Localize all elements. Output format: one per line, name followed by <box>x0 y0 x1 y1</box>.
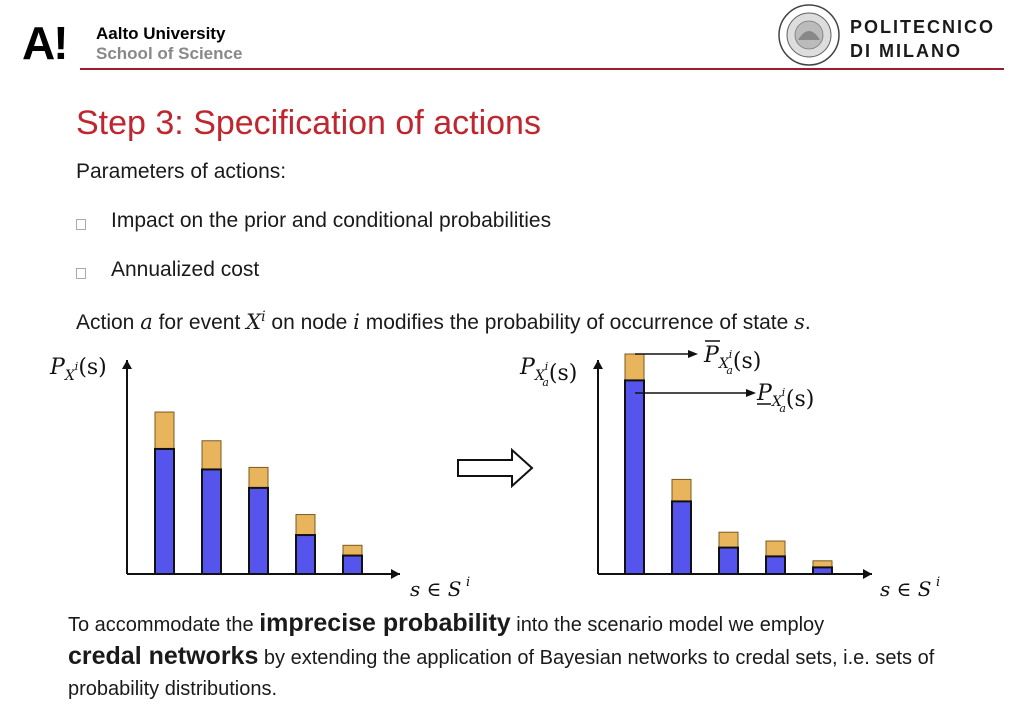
polimi-seal-logo <box>778 4 840 66</box>
x-axis-label: s ∈ S <box>880 577 931 601</box>
conclusion-paragraph: To accommodate the imprecise probability… <box>68 609 935 700</box>
bar-lower-probability <box>295 534 316 575</box>
bar-upper-interval <box>624 353 645 381</box>
chart-action: PXi a(s) s ∈ S i PXi a(s) PXi a(s) <box>519 340 940 601</box>
bar-upper-interval <box>718 531 739 549</box>
bar-upper-interval <box>295 514 316 536</box>
slide-subtitle: Parameters of actions: <box>76 160 287 183</box>
x-axis-label-superscript: i <box>466 575 470 590</box>
bar-upper-interval <box>201 440 222 470</box>
bullet-marker <box>76 268 86 279</box>
y-axis-label: PXi a(s) <box>519 355 577 389</box>
bar-lower-probability <box>154 447 175 576</box>
upper-arrowhead-icon <box>688 350 698 358</box>
polimi-name-line2: DI MILANO <box>850 41 962 61</box>
action-description: Action a for event Xi on node i modifies… <box>76 309 811 334</box>
bar-upper-interval <box>248 466 269 489</box>
bar-lower-probability <box>248 486 269 575</box>
aalto-logo: A! <box>22 17 69 69</box>
aalto-university-name: Aalto University <box>96 24 226 43</box>
y-axis-label: PXi(s) <box>49 355 107 384</box>
upper-bound-label: PXi a(s) <box>703 343 761 377</box>
bullet-item-cost: Annualized cost <box>111 258 260 281</box>
lower-arrowhead-icon <box>746 389 756 397</box>
x-axis-label: s ∈ S <box>410 577 461 601</box>
x-axis-label-superscript: i <box>936 575 940 590</box>
bar-lower-probability <box>671 500 692 575</box>
bar-lower-probability <box>718 546 739 575</box>
bar-upper-interval <box>671 478 692 502</box>
slide-title: Step 3: Specification of actions <box>76 104 541 142</box>
bar-lower-probability <box>812 566 833 576</box>
bar-upper-interval <box>154 411 175 450</box>
bar-lower-probability <box>201 468 222 576</box>
polimi-name-line1: POLITECNICO <box>850 17 996 37</box>
bullet-item-impact: Impact on the prior and conditional prob… <box>111 209 552 232</box>
lower-bound-label: PXi a(s) <box>756 381 814 415</box>
hollow-right-arrow-icon <box>457 447 534 489</box>
y-axis-arrow-icon <box>593 360 603 369</box>
bar-lower-probability <box>624 379 645 575</box>
x-axis-arrow-icon <box>863 569 872 579</box>
chart-prior: PXi(s) s ∈ S i <box>49 355 470 601</box>
bar-lower-probability <box>765 555 786 576</box>
y-axis-arrow-icon <box>122 360 132 369</box>
bullet-marker <box>76 219 86 230</box>
aalto-school-name: School of Science <box>96 44 243 63</box>
header-divider <box>80 68 1004 70</box>
bar-upper-interval <box>765 540 786 557</box>
bar-lower-probability <box>342 554 363 575</box>
x-axis-arrow-icon <box>391 569 400 579</box>
bar-upper-interval <box>342 544 363 557</box>
